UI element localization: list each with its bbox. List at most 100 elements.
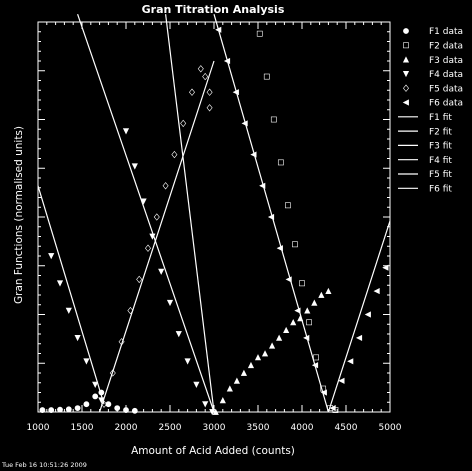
x-tick-label: 3500 [247, 423, 270, 433]
data-point [294, 307, 301, 314]
data-point [131, 407, 138, 414]
data-point [65, 406, 72, 413]
fit-line [77, 14, 215, 413]
data-point [158, 268, 165, 275]
data-point [276, 334, 283, 341]
x-tick-label: 2500 [159, 423, 182, 433]
legend-marker [402, 99, 409, 106]
legend-label: F4 data [429, 70, 463, 80]
data-point [101, 400, 107, 408]
legend-label: F5 data [429, 84, 463, 94]
data-point [347, 358, 354, 365]
legend-marker [402, 56, 410, 63]
data-point [215, 26, 222, 33]
chart-title: Gran Titration Analysis [142, 3, 285, 16]
data-point [318, 291, 325, 298]
data-point [202, 72, 209, 81]
x-tick-label: 4000 [291, 423, 314, 433]
data-point [197, 65, 204, 73]
data-point [325, 287, 332, 295]
data-point [270, 116, 277, 123]
legend-label: F2 data [429, 42, 463, 52]
data-point [92, 393, 99, 400]
data-point [223, 57, 231, 65]
timestamp-footer: Tue Feb 16 10:51:26 2009 [1, 461, 87, 469]
data-point [166, 299, 174, 307]
fit-line [99, 60, 215, 413]
data-point [206, 104, 213, 112]
data-point [118, 338, 125, 346]
x-tick-label: 5000 [379, 423, 402, 433]
data-point [311, 362, 319, 369]
data-point [57, 406, 63, 413]
data-point [83, 358, 90, 365]
fit-line [37, 185, 105, 405]
x-tick-labels: 1000 1500 2000 2500 3000 3500 4000 4500 5000 [27, 423, 402, 433]
data-point [162, 182, 169, 190]
data-point [256, 30, 263, 37]
fit-line [165, 14, 215, 413]
data-point [189, 88, 195, 96]
y-axis-label: Gran Functions (normalised units) [13, 126, 25, 304]
data-point [123, 407, 129, 413]
data-point [320, 385, 327, 392]
data-point [56, 280, 64, 287]
legend-label: F5 fit [429, 170, 452, 180]
data-point [259, 182, 266, 189]
data-point [206, 88, 213, 96]
data-point [233, 377, 240, 384]
data-point [364, 311, 371, 318]
data-point [382, 264, 389, 271]
data-point [114, 405, 121, 411]
fit-lines [37, 14, 391, 413]
data-point [292, 241, 298, 248]
data-point [109, 369, 116, 377]
data-point [254, 354, 262, 361]
data-point [131, 163, 138, 170]
data-point [306, 319, 312, 326]
data-point [74, 405, 81, 411]
data-point [74, 334, 81, 342]
data-point [212, 408, 219, 415]
x-axis-label: Amount of Acid Added (counts) [131, 445, 295, 457]
legend-marker [402, 71, 410, 78]
data-point [250, 151, 257, 158]
data-point [39, 407, 46, 413]
data-point [219, 397, 226, 404]
data-point [297, 315, 304, 322]
data-point [313, 354, 319, 361]
data-point [338, 377, 345, 384]
data-point [122, 128, 130, 135]
data-point [285, 276, 292, 283]
data-point [303, 334, 310, 341]
x-tick-label: 1500 [71, 423, 94, 433]
data-point [304, 307, 311, 314]
data-point [276, 245, 283, 252]
data-point [329, 405, 336, 412]
data-point [277, 159, 284, 166]
x-tick-label: 4500 [335, 423, 358, 433]
data-point [241, 120, 248, 127]
legend-label: F3 fit [429, 142, 452, 152]
data-point [299, 280, 305, 287]
data-point [240, 369, 248, 376]
data-point [290, 319, 297, 326]
data-point [48, 253, 55, 260]
data-point [92, 381, 99, 388]
data-point [171, 150, 178, 159]
data-point [175, 331, 182, 338]
fit-line [327, 220, 391, 413]
data-point [232, 89, 239, 96]
fit-line [213, 14, 329, 413]
data-point [48, 407, 55, 413]
data-point [145, 244, 151, 252]
data-point [98, 397, 105, 404]
data-point [261, 350, 269, 357]
data-point [127, 306, 134, 315]
legend-label: F1 fit [429, 113, 452, 123]
data-point [311, 299, 318, 306]
legend-marker [403, 42, 409, 49]
data-point [180, 119, 187, 128]
legend-label: F4 fit [429, 156, 452, 166]
